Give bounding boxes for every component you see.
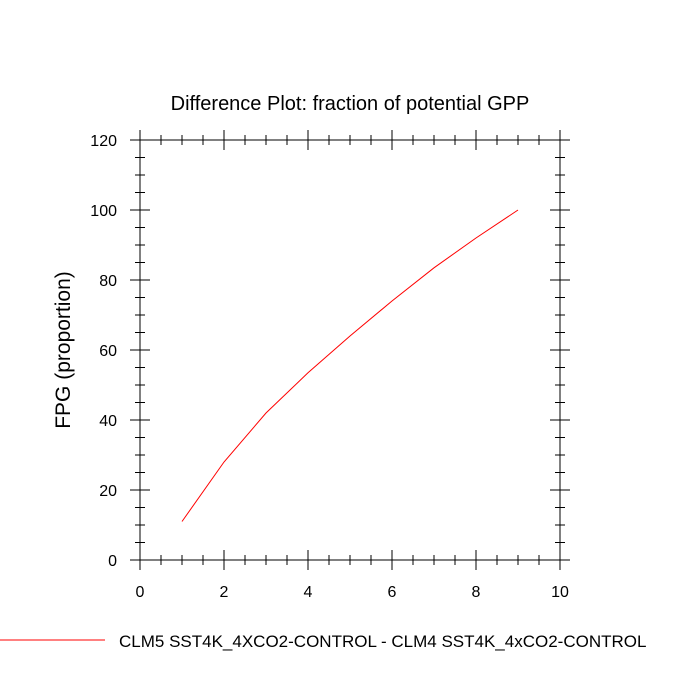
- x-tick-label: 4: [304, 584, 313, 601]
- y-tick-label: 100: [90, 203, 117, 220]
- x-tick-label: 0: [136, 584, 145, 601]
- x-tick-label: 6: [388, 584, 397, 601]
- x-tick-label: 2: [220, 584, 229, 601]
- y-tick-label: 0: [108, 553, 117, 570]
- y-tick-label: 40: [99, 413, 117, 430]
- chart-title: Difference Plot: fraction of potential G…: [171, 93, 530, 115]
- plot-frame: [139, 139, 561, 561]
- legend: CLM5 SST4K_4XCO2-CONTROL - CLM4 SST4K_4x…: [0, 632, 646, 651]
- series-line: [181, 209, 519, 522]
- y-tick-label: 20: [99, 483, 117, 500]
- y-tick-label: 80: [99, 273, 117, 290]
- legend-label: CLM5 SST4K_4XCO2-CONTROL - CLM4 SST4K_4x…: [119, 632, 646, 651]
- x-tick-label: 10: [551, 584, 569, 601]
- y-axis-label: FPG (proportion): [52, 271, 75, 429]
- x-tick-label: 8: [472, 584, 481, 601]
- y-tick-label: 120: [90, 133, 117, 150]
- series-layer: [181, 209, 519, 522]
- y-tick-label: 60: [99, 343, 117, 360]
